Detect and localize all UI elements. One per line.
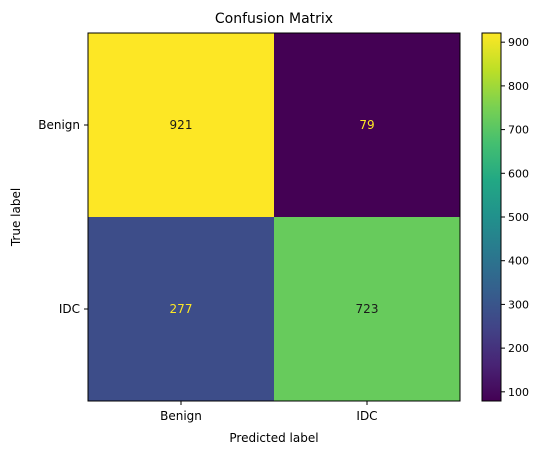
cell-value-1-0: 277 [170,302,193,316]
cell-value-0-1: 79 [359,118,374,132]
y-tick-label: IDC [59,302,80,316]
colorbar-tick-label: 200 [508,342,529,355]
colorbar-tick-label: 800 [508,80,529,93]
colorbar-tick-label: 500 [508,211,529,224]
cell-0-0 [88,33,274,217]
cell-0-1 [274,33,460,217]
colorbar-tick-label: 400 [508,255,529,268]
cell-1-0 [88,217,274,401]
chart-title: Confusion Matrix [215,11,333,27]
cell-1-1 [274,217,460,401]
colorbar-tick-label: 900 [508,36,529,49]
x-axis-label: Predicted label [229,431,318,445]
y-tick-label: Benign [38,118,80,132]
plot-frame [87,32,461,402]
x-tick-label: Benign [160,409,202,423]
colorbar-tick-label: 700 [508,124,529,137]
colorbar-tick-label: 600 [508,167,529,180]
cell-value-0-0: 921 [170,118,193,132]
colorbar [481,32,502,402]
x-tick-label: IDC [356,409,377,423]
colorbar-tick-label: 300 [508,298,529,311]
y-axis-label: True label [9,188,23,247]
colorbar-tick-label: 100 [508,386,529,399]
cell-value-1-1: 723 [356,302,379,316]
